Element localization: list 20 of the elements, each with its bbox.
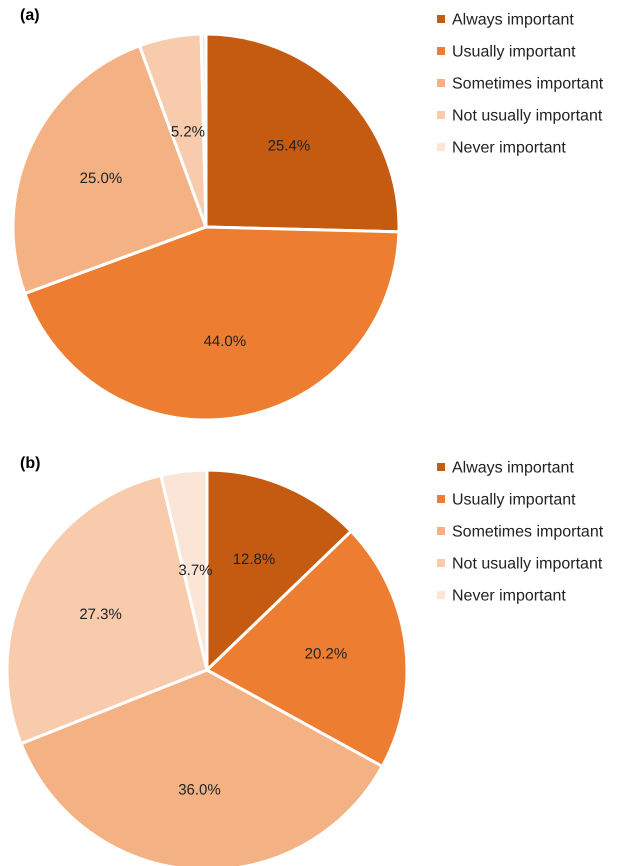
legend-label: Not usually important: [452, 108, 603, 124]
data-label: 12.8%: [232, 551, 276, 568]
legend-label: Always important: [452, 460, 574, 476]
legend-label: Usually important: [452, 44, 576, 60]
data-label: 25.0%: [80, 170, 122, 187]
legend-label: Always important: [452, 12, 574, 28]
data-label: 44.0%: [204, 332, 246, 350]
legend-label: Sometimes important: [452, 524, 604, 540]
data-label: 27.3%: [79, 606, 122, 624]
legend-label: Sometimes important: [452, 76, 604, 92]
chart-title: (a): [20, 7, 40, 24]
data-label: 5.2%: [170, 124, 206, 141]
data-label: 25.4%: [268, 138, 310, 155]
data-label: 20.2%: [304, 646, 348, 663]
legend-label: Not usually important: [452, 556, 603, 572]
data-label: 36.0%: [178, 781, 221, 798]
legend-label: Never important: [452, 588, 566, 604]
legend-label: Never important: [452, 140, 566, 156]
chart-title: (b): [20, 455, 40, 472]
legend-label: Usually important: [452, 492, 576, 508]
